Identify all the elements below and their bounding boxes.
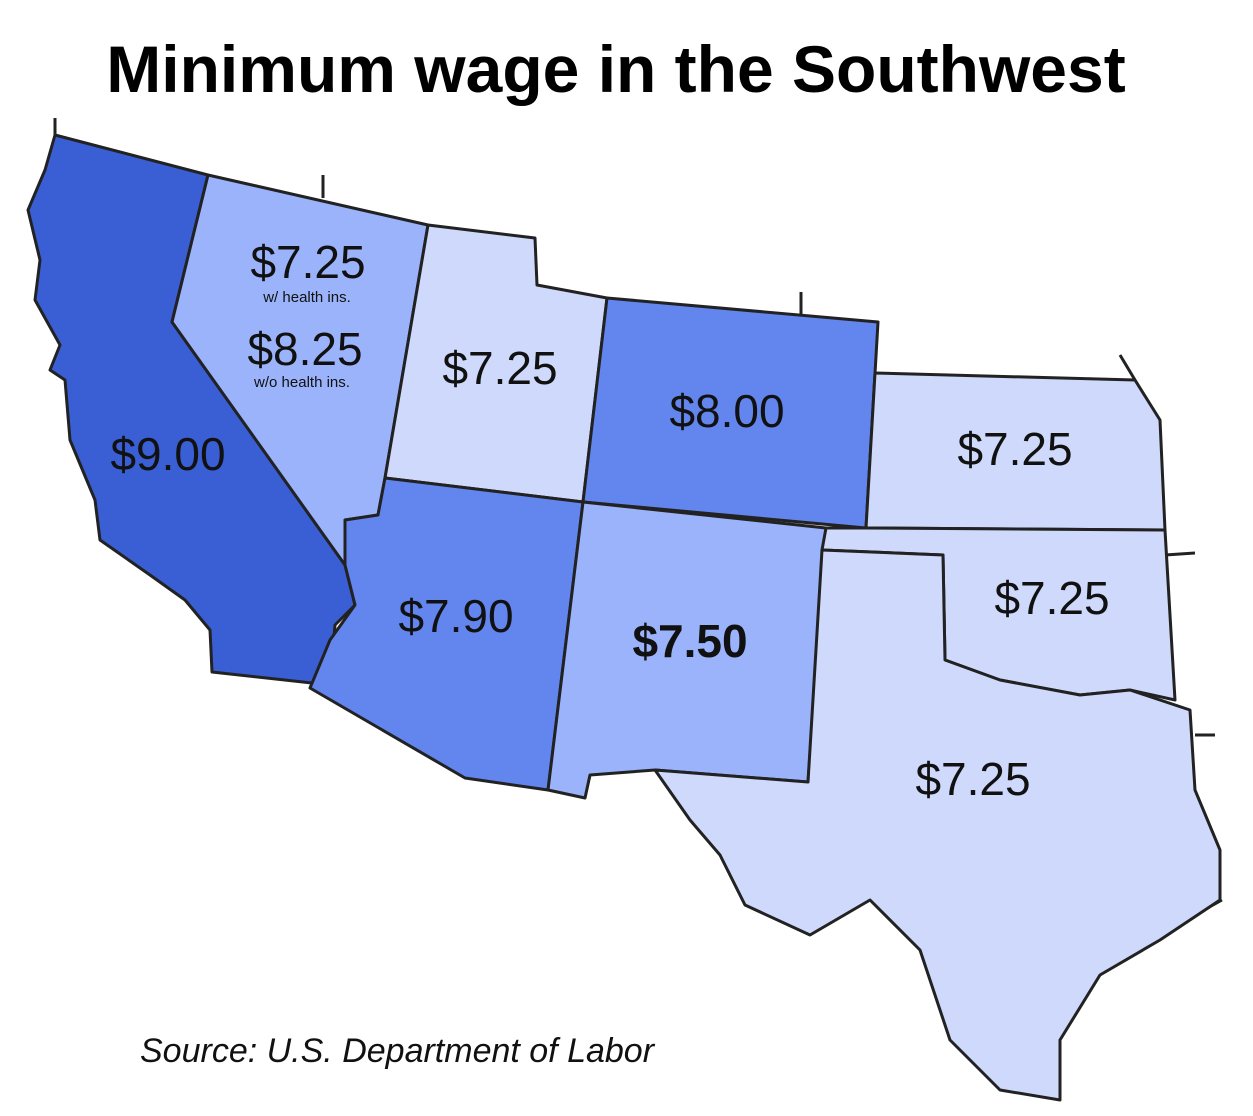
wage: $9.00 xyxy=(110,428,225,480)
wage-note: w/ health ins. xyxy=(262,289,351,306)
wage: $8.00 xyxy=(669,385,784,437)
wage: $7.25 xyxy=(994,572,1109,624)
wage: $7.50 xyxy=(632,615,747,667)
wage: $8.25 xyxy=(247,323,362,375)
wage: $7.90 xyxy=(398,590,513,642)
wage-labels: $9.00 $7.25 w/ health ins. $8.25 w/o hea… xyxy=(110,236,1109,805)
wage: $7.25 xyxy=(442,342,557,394)
wage: $7.25 xyxy=(915,753,1030,805)
wage: $7.25 xyxy=(250,236,365,288)
title: Minimum wage in the Southwest xyxy=(106,32,1125,106)
texas xyxy=(653,548,1222,1102)
source: Source: U.S. Department of Labor xyxy=(140,1032,656,1070)
wage: $7.25 xyxy=(957,423,1072,475)
wage-note: w/o health ins. xyxy=(253,374,350,391)
kansas xyxy=(864,371,1167,532)
